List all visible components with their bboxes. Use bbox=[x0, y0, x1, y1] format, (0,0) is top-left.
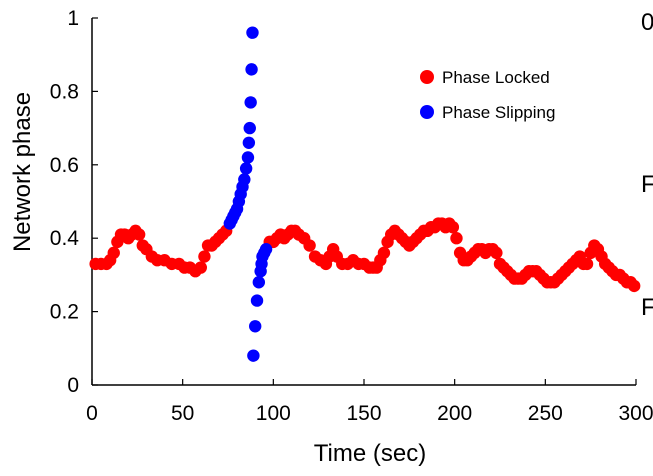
x-tick-label: 50 bbox=[171, 402, 194, 425]
data-point-phase-slipping bbox=[242, 136, 256, 149]
data-point-phase-slipping bbox=[239, 162, 253, 175]
y-tick-label: 0.6 bbox=[50, 154, 79, 177]
x-tick-label: 150 bbox=[346, 402, 381, 425]
cropped-edge-text-top: 0 bbox=[641, 9, 653, 36]
x-tick-label: 200 bbox=[437, 402, 472, 425]
y-tick-label: 0.8 bbox=[50, 80, 79, 103]
data-point-phase-slipping bbox=[259, 243, 273, 256]
data-point-phase-locked bbox=[627, 279, 641, 293]
data-point-phase-locked bbox=[198, 250, 211, 263]
data-point-phase-locked bbox=[377, 246, 391, 260]
x-axis-ticks: 0 50 100 150 200 250 300 bbox=[86, 379, 653, 425]
x-tick-label: 300 bbox=[618, 402, 653, 425]
x-tick-label: 100 bbox=[256, 402, 291, 425]
legend-label-phase-locked: Phase Locked bbox=[442, 68, 550, 87]
legend-marker-phase-locked bbox=[420, 70, 434, 84]
data-point-phase-locked bbox=[303, 239, 316, 252]
data-point-phase-slipping bbox=[245, 63, 258, 76]
data-point-phase-locked bbox=[446, 220, 460, 234]
y-tick-label: 1 bbox=[67, 7, 79, 30]
data-point-phase-locked bbox=[580, 257, 594, 271]
plot-area bbox=[91, 18, 636, 386]
y-tick-label: 0.2 bbox=[50, 301, 79, 324]
data-points bbox=[89, 26, 641, 362]
data-point-phase-slipping bbox=[244, 96, 257, 109]
y-tick-label: 0.4 bbox=[50, 227, 80, 250]
data-point-phase-locked bbox=[490, 246, 503, 260]
x-axis-label: Time (sec) bbox=[314, 440, 426, 467]
x-tick-label: 0 bbox=[86, 402, 98, 425]
data-point-phase-slipping bbox=[241, 151, 255, 164]
data-point-phase-slipping bbox=[252, 276, 266, 289]
data-point-phase-locked bbox=[194, 261, 207, 274]
legend-label-phase-slipping: Phase Slipping bbox=[442, 103, 555, 122]
cropped-edge-text-middle: F bbox=[641, 171, 653, 198]
y-tick-label: 0 bbox=[67, 374, 79, 397]
legend-marker-phase-slipping bbox=[420, 105, 434, 119]
data-point-phase-slipping bbox=[246, 26, 259, 39]
data-point-phase-locked bbox=[450, 232, 463, 245]
y-axis-ticks: 0 0.2 0.4 0.6 0.8 1 bbox=[50, 7, 98, 397]
cropped-edge-text-bottom: F bbox=[641, 294, 653, 321]
data-point-phase-locked bbox=[132, 228, 146, 241]
data-point-phase-slipping bbox=[250, 294, 264, 307]
legend: Phase Locked Phase Slipping bbox=[420, 68, 555, 122]
data-point-phase-slipping bbox=[243, 121, 256, 135]
y-axis-label: Network phase bbox=[9, 92, 36, 252]
data-point-phase-slipping bbox=[247, 349, 260, 362]
data-point-phase-locked bbox=[107, 246, 120, 260]
data-point-phase-slipping bbox=[249, 320, 262, 333]
data-point-phase-slipping bbox=[238, 173, 251, 186]
x-tick-label: 250 bbox=[528, 402, 563, 425]
